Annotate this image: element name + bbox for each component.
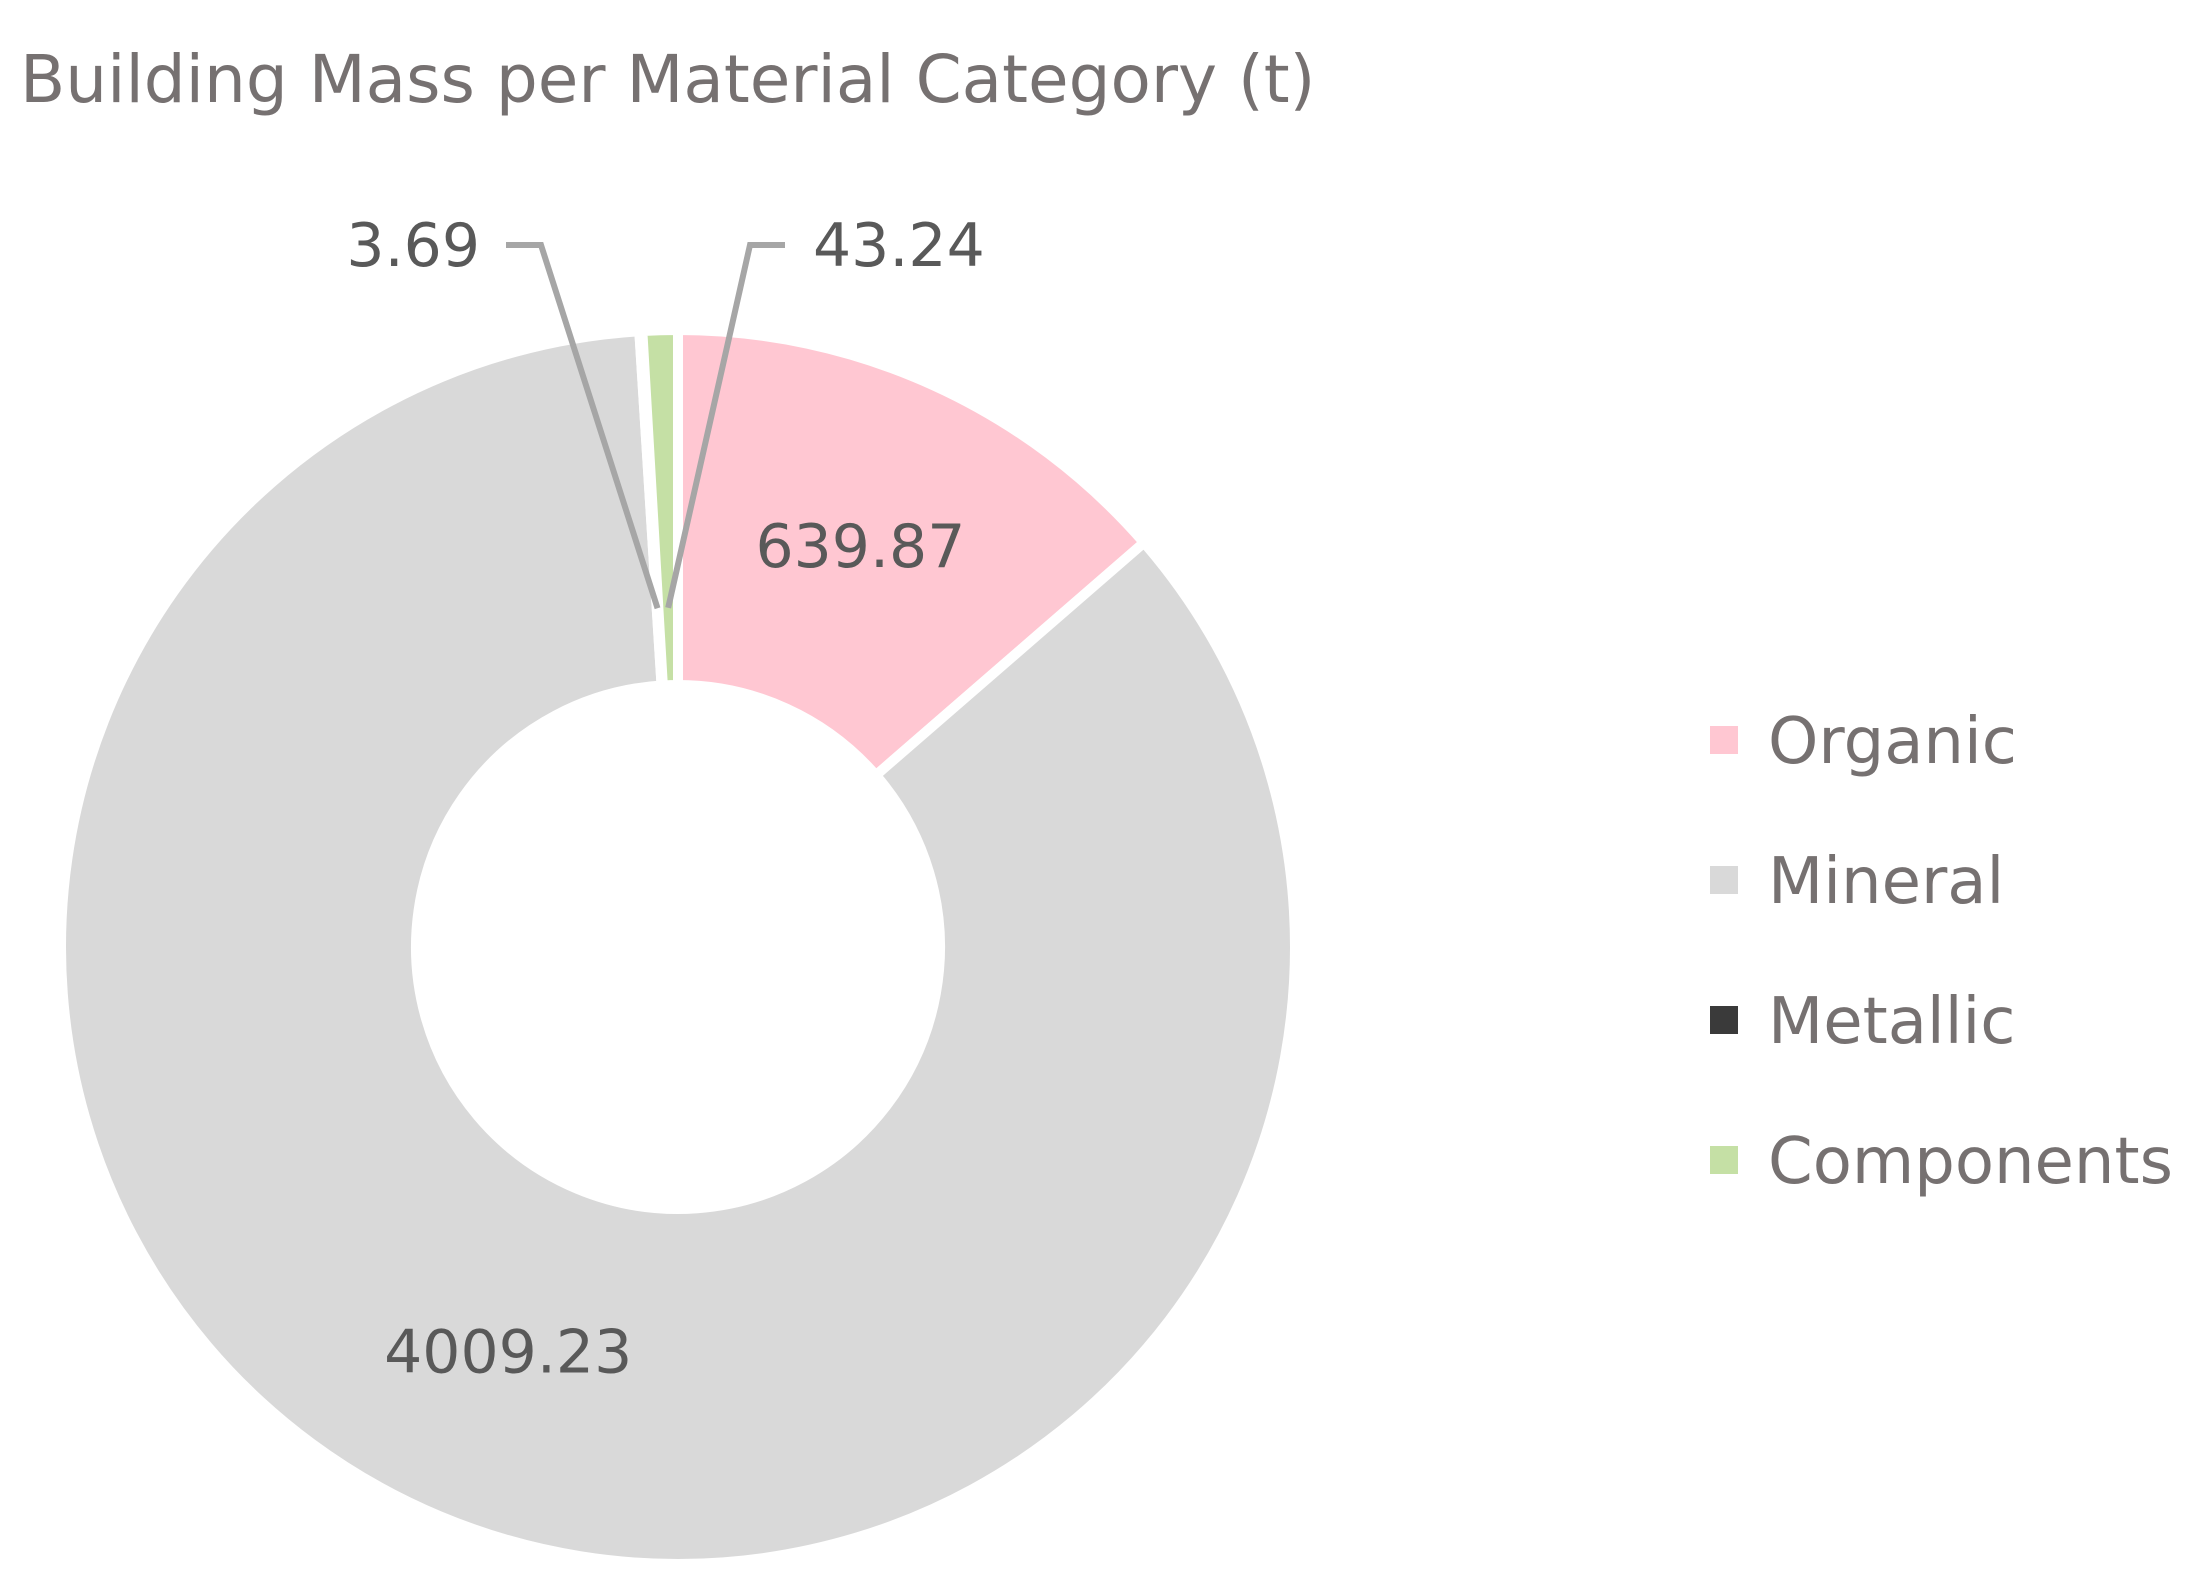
slices-group [56, 324, 1300, 1569]
legend-item-components: Components [1710, 1125, 2173, 1199]
legend-item-organic: Organic [1710, 705, 2017, 779]
legend-label-organic: Organic [1768, 705, 2017, 779]
data-label-components: 43.24 [813, 211, 985, 281]
data-label-organic: 639.87 [755, 512, 965, 582]
leader-lines-group [506, 242, 785, 610]
legend-swatch-components [1710, 1146, 1738, 1174]
legend-item-mineral: Mineral [1710, 845, 2004, 919]
leader-line-components [665, 242, 785, 609]
data-label-metallic: 3.69 [346, 211, 480, 281]
legend-item-metallic: Metallic [1710, 985, 2015, 1059]
leader-line-metallic [506, 242, 661, 610]
legend-swatch-organic [1710, 726, 1738, 754]
legend-label-mineral: Mineral [1768, 845, 2004, 919]
data-label-mineral: 4009.23 [384, 1317, 632, 1387]
data-labels-group: 639.87 4009.23 3.69 43.24 [346, 211, 984, 1387]
chart-title: Building Mass per Material Category (t) [20, 41, 1315, 118]
legend-swatch-metallic [1710, 1006, 1738, 1034]
legend-label-metallic: Metallic [1768, 985, 2015, 1059]
legend: Organic Mineral Metallic Components [1710, 705, 2173, 1199]
slice-organic [673, 324, 1152, 783]
slice-mineral [56, 325, 1300, 1569]
legend-label-components: Components [1768, 1125, 2173, 1199]
legend-swatch-mineral [1710, 866, 1738, 894]
